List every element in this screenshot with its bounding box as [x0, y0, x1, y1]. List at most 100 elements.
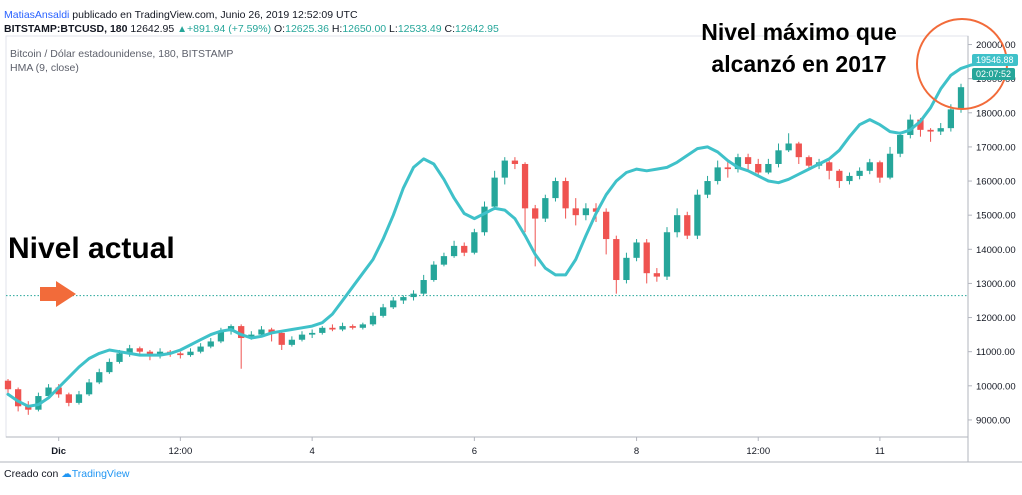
candle-body	[349, 326, 356, 328]
candle-body	[694, 194, 701, 236]
hma-line	[6, 58, 1004, 408]
y-tick-label: 11000.00	[976, 347, 1015, 358]
candle-body	[298, 334, 306, 340]
high-value: 12650.00	[342, 23, 387, 35]
x-tick-label: 11	[875, 446, 885, 457]
x-tick-label: 8	[634, 446, 639, 457]
candle-body	[501, 160, 508, 178]
max-annotation-line1: Nivel máximo que	[701, 19, 897, 45]
candle-body	[957, 87, 965, 110]
candle-body	[603, 211, 610, 240]
pane-title: Bitcoin / Dólar estadounidense, 180, BIT…	[10, 48, 234, 60]
high-label: H:	[331, 23, 343, 35]
plot-area	[5, 35, 969, 438]
candle-body	[217, 331, 225, 342]
candle-body	[96, 372, 103, 383]
candle-body	[592, 208, 600, 212]
price-change: +891.94 (+7.59%)	[187, 23, 272, 35]
candle-body	[623, 257, 630, 281]
candle-body	[268, 329, 275, 333]
candle-body	[907, 119, 914, 135]
price-tag: 19546.88	[972, 54, 1018, 66]
candle-body	[4, 380, 12, 390]
max-annotation-line2: alcanzó en 2017	[711, 51, 887, 77]
candle-body	[359, 324, 366, 328]
footer-credit: Creado con ☁TradingView	[4, 468, 130, 480]
candle-body	[724, 167, 731, 170]
y-tick-label: 13000.00	[976, 279, 1016, 290]
y-tick-label: 9000.00	[976, 415, 1010, 426]
candle-body	[917, 119, 924, 130]
candle-body	[319, 327, 326, 333]
y-tick-label: 10000.00	[976, 381, 1016, 392]
x-tick-label: 6	[472, 446, 477, 457]
x-tick-label: 12:00	[168, 446, 192, 457]
candle-body	[856, 170, 863, 176]
candle-body	[846, 175, 853, 182]
candle-body	[805, 157, 813, 166]
candle-body	[491, 177, 498, 207]
candle-body	[765, 163, 772, 173]
candle-body	[309, 332, 316, 335]
close-label: C:	[444, 23, 456, 35]
candle-body	[734, 157, 742, 170]
candle-body	[937, 128, 944, 132]
max-level-annotation: Nivel máximo que alcanzó en 2017	[688, 16, 910, 80]
candle-body	[45, 387, 52, 397]
y-tick-label: 17000.00	[976, 142, 1016, 153]
candle-body	[785, 143, 792, 151]
candle-body	[613, 239, 620, 281]
candle-body	[379, 307, 387, 316]
symbol-ohlc-row: BITSTAMP:BTCUSD, 180 12642.95 ▲+891.94 (…	[4, 23, 499, 35]
symbol-label: BITSTAMP:BTCUSD, 180	[4, 23, 128, 35]
x-tick-label: 12:00	[746, 446, 770, 457]
open-label: O:	[274, 23, 286, 35]
candle-body	[177, 353, 184, 356]
candle-body	[55, 387, 62, 395]
publish-text: publicado en TradingView.com, Junio 26, …	[72, 9, 358, 21]
candle-body	[25, 406, 32, 410]
candle-body	[481, 206, 488, 233]
candle-body	[450, 245, 458, 257]
y-tick-label: 18000.00	[976, 108, 1016, 119]
y-tick-label: 20000.00	[976, 40, 1016, 51]
candle-body	[775, 150, 782, 164]
candle-body	[471, 232, 478, 253]
candle-body	[339, 326, 346, 330]
candle-body	[106, 361, 113, 373]
candle-body	[278, 332, 285, 345]
candle-body	[126, 348, 133, 354]
candle-body	[582, 208, 590, 216]
tradingview-logo-icon[interactable]: ☁	[61, 468, 72, 480]
up-triangle-icon: ▲	[177, 24, 188, 35]
right-arrow-icon	[40, 281, 76, 307]
indicator-legend[interactable]: HMA (9, close)	[10, 62, 79, 74]
candle-body	[420, 280, 427, 294]
candle-body	[795, 143, 802, 158]
candle-body	[116, 353, 123, 362]
candle-body	[146, 351, 154, 356]
candle-body	[461, 245, 468, 253]
candle-body	[400, 297, 407, 301]
candle-body	[156, 351, 164, 356]
candle-body	[14, 389, 22, 407]
candle-body	[947, 109, 955, 129]
y-tick-label: 12000.00	[976, 313, 1016, 324]
candle-body	[663, 232, 671, 277]
candle-body	[704, 181, 711, 195]
countdown-tag: 02:07:52	[972, 68, 1016, 80]
candle-body	[927, 129, 934, 132]
candle-body	[897, 134, 904, 154]
candle-body	[876, 162, 884, 178]
candle-body	[511, 160, 519, 164]
tradingview-brand[interactable]: TradingView	[71, 468, 130, 480]
candle-body	[187, 351, 194, 356]
candle-body	[207, 341, 214, 347]
x-tick-label: Dic	[51, 446, 66, 457]
candle-body	[684, 215, 691, 236]
candle-body	[552, 181, 559, 199]
candle-body	[329, 327, 336, 330]
candle-body	[430, 264, 437, 281]
author-link[interactable]: MatiasAnsaldi	[4, 9, 70, 21]
